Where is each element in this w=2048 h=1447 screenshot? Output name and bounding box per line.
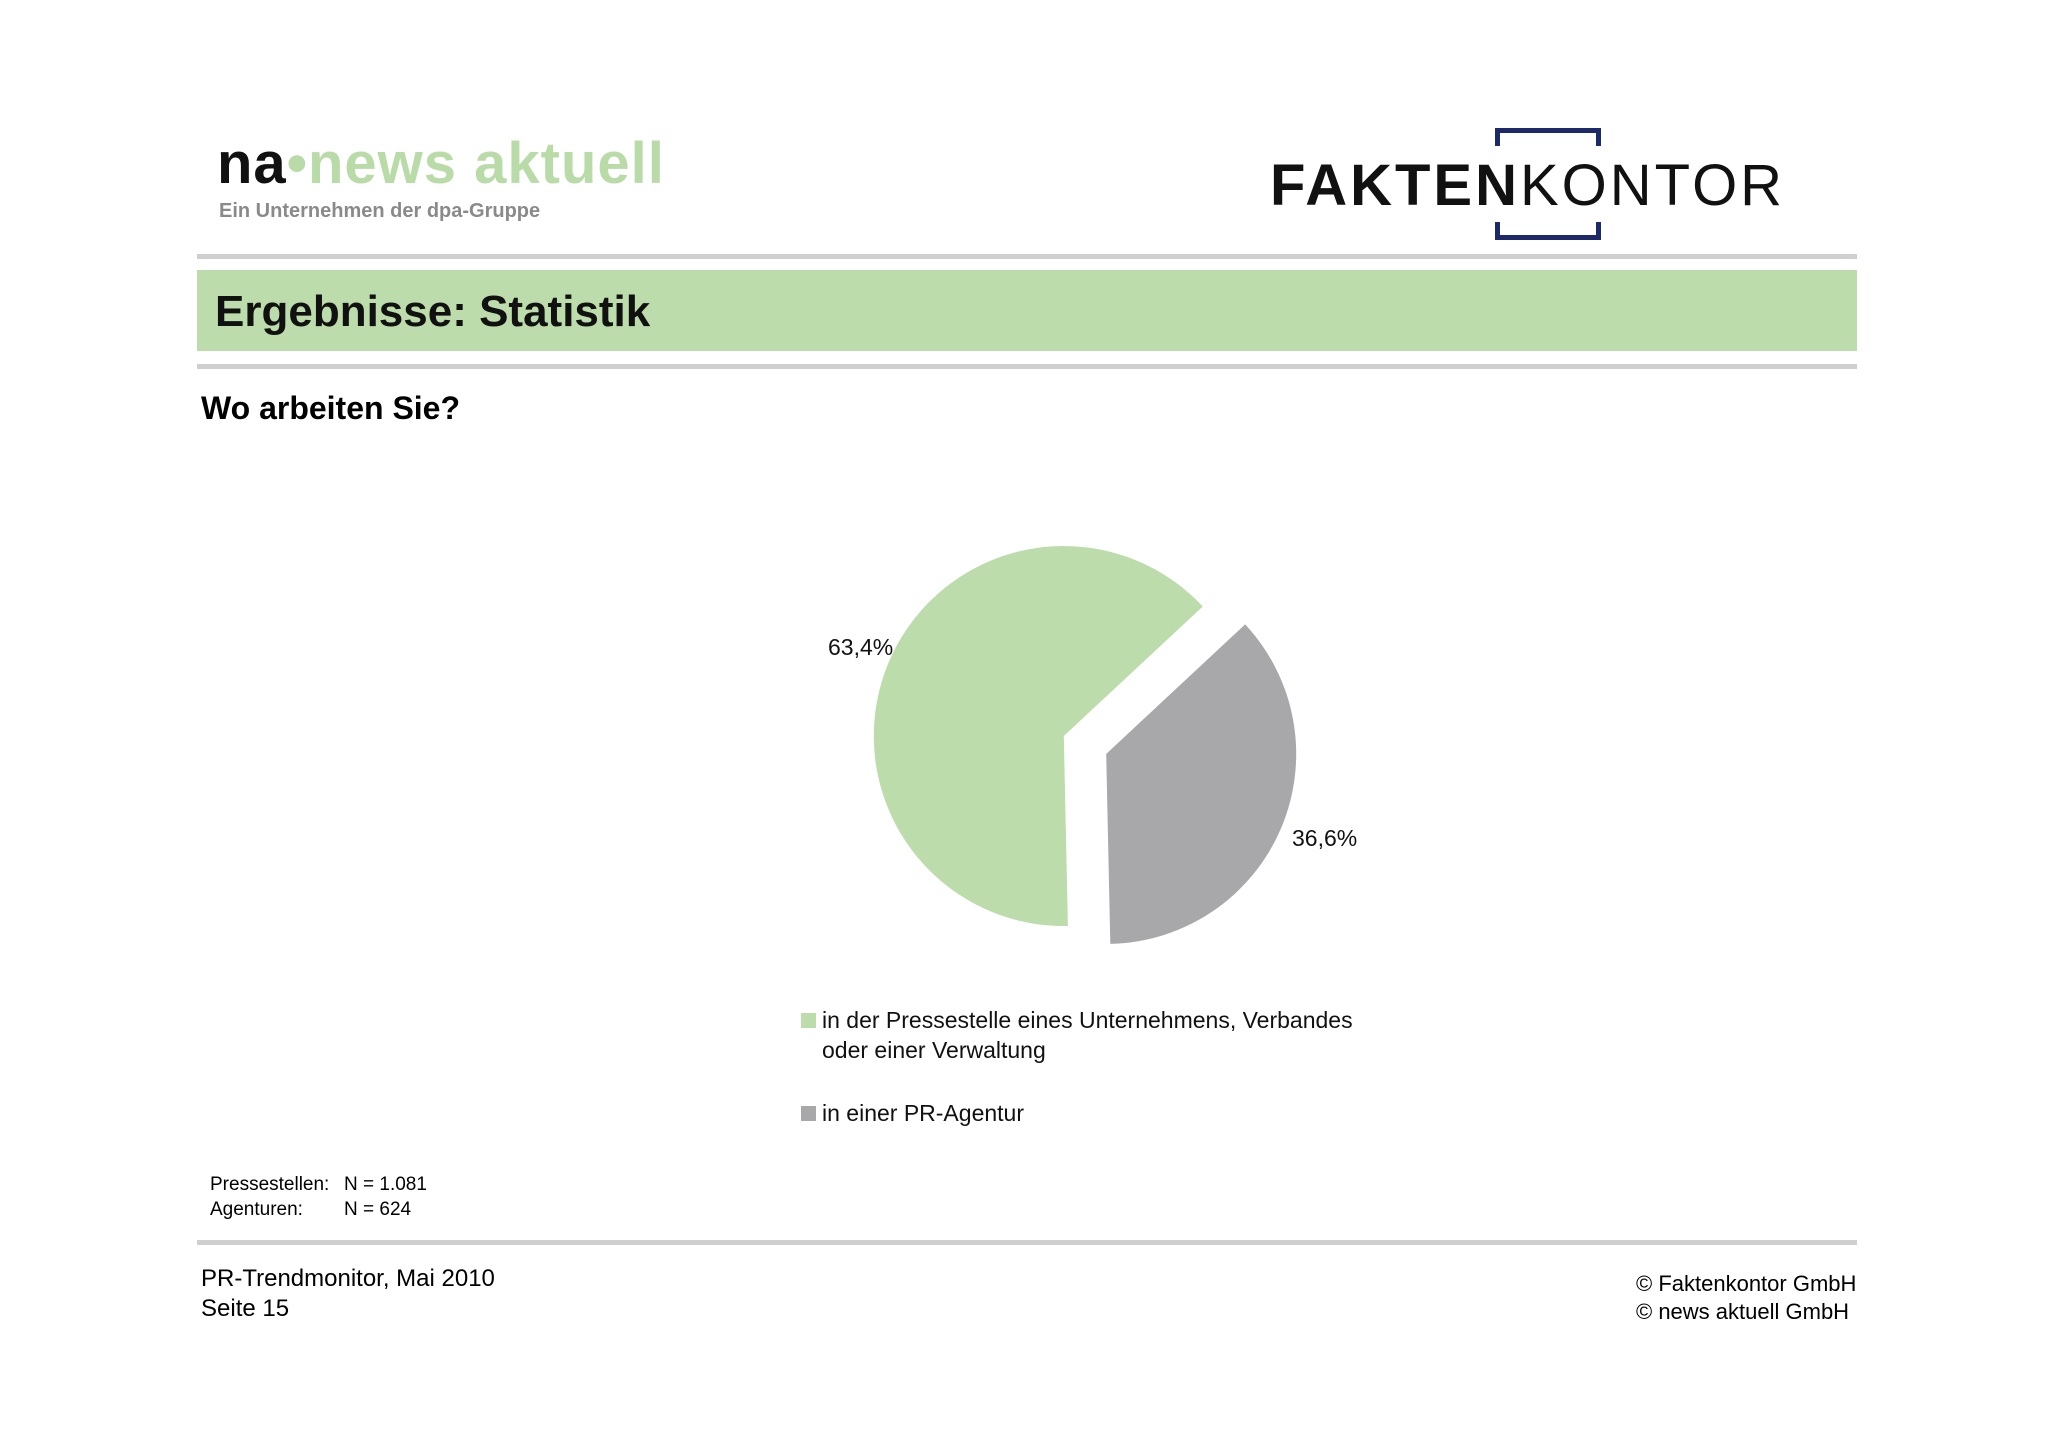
- footer-copyright-news-aktuell: © news aktuell GmbH: [1636, 1299, 1850, 1324]
- header-rule-top: [197, 254, 1857, 259]
- logo-subtitle: Ein Unternehmen der dpa-Gruppe: [219, 200, 541, 222]
- logo-news-aktuell: news aktuell: [308, 131, 665, 196]
- logo-fakten: FAKTEN: [1270, 153, 1520, 218]
- footer-right: © Faktenkontor GmbH © news aktuell GmbH: [1636, 1270, 1856, 1326]
- legend-label: oder einer Verwaltung: [822, 1037, 1046, 1063]
- pie-slice-pr-agentur: [1106, 624, 1297, 944]
- footer-rule: [197, 1240, 1857, 1245]
- footer-source: PR-Trendmonitor, Mai 2010: [201, 1265, 495, 1292]
- sample-label: Agenturen:: [210, 1199, 303, 1220]
- legend-swatch: [801, 1013, 816, 1028]
- legend-item: in der Pressestelle eines Unternehmens, …: [822, 1005, 1353, 1065]
- logo-dot: •: [286, 131, 308, 196]
- logo-na: na: [217, 131, 287, 196]
- logo-kontor: KONTOR: [1520, 153, 1786, 218]
- pie-data-label: 63,4%: [828, 634, 893, 660]
- pie-slice-pressestelle: [873, 546, 1203, 927]
- footer-page-number: Seite 15: [201, 1295, 290, 1322]
- sample-value: N = 1.081: [344, 1174, 427, 1195]
- question-heading: Wo arbeiten Sie?: [201, 390, 461, 426]
- logo-bracket-top: [1495, 128, 1601, 146]
- footer-left: PR-Trendmonitor, Mai 2010 Seite 15: [201, 1264, 495, 1324]
- sample-value: N = 624: [344, 1199, 412, 1220]
- title-banner: Ergebnisse: Statistik: [197, 270, 1857, 351]
- pie-data-label: 36,6%: [1292, 825, 1357, 851]
- legend-swatch: [801, 1106, 816, 1121]
- legend-label: in einer PR-Agentur: [822, 1100, 1024, 1126]
- header-rule-bottom: [197, 364, 1857, 369]
- legend-item: in einer PR-Agentur: [822, 1098, 1024, 1128]
- logo-bracket-bottom: [1495, 222, 1601, 240]
- footer-copyright-faktenkontor: © Faktenkontor GmbH: [1636, 1271, 1857, 1296]
- legend-label: in der Pressestelle eines Unternehmens, …: [822, 1007, 1353, 1033]
- page-title: Ergebnisse: Statistik: [215, 287, 651, 336]
- news-aktuell-logo: na•news aktuell Ein Unternehmen der dpa-…: [217, 130, 664, 230]
- sample-label: Pressestellen:: [210, 1174, 330, 1195]
- faktenkontor-logo: FAKTENKONTOR: [1270, 126, 1830, 242]
